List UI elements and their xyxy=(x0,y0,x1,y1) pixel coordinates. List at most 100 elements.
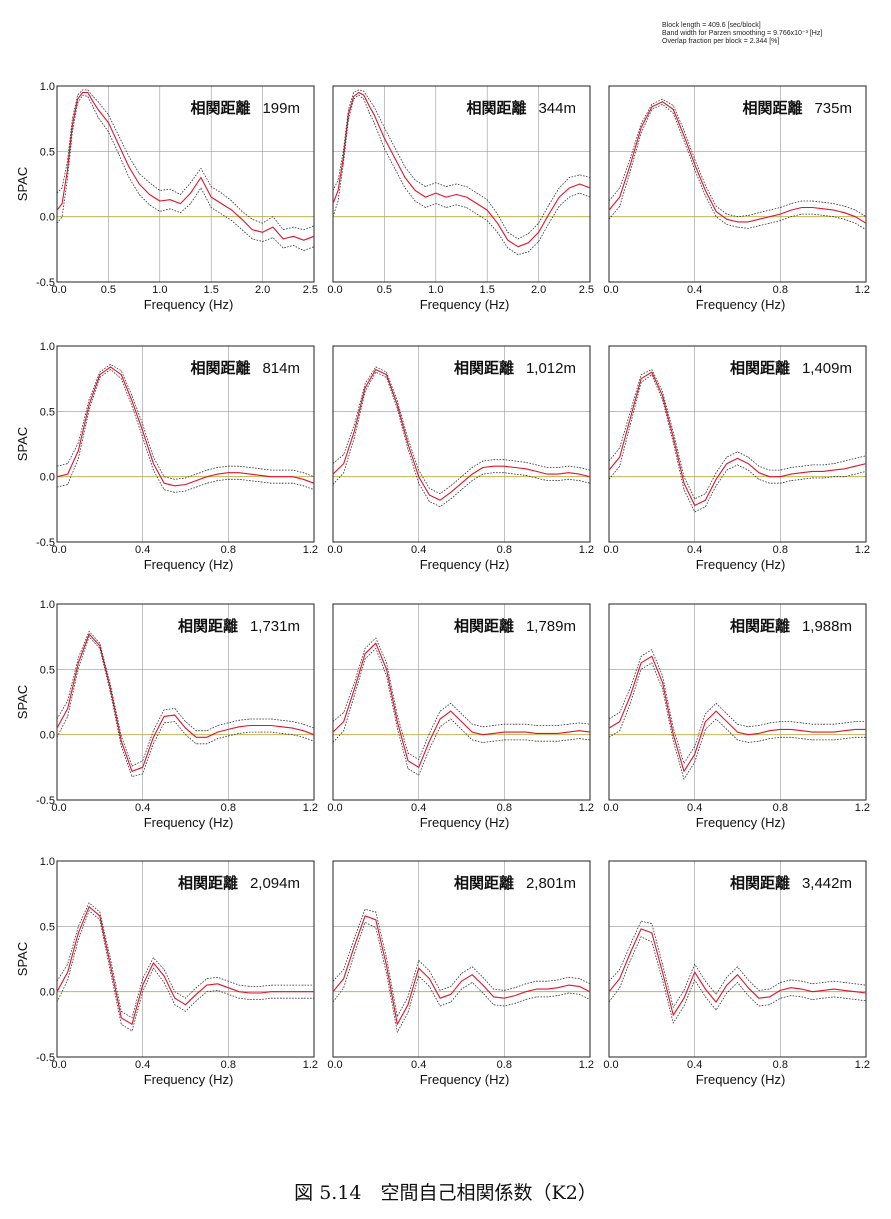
annotation-label: 相関距離 xyxy=(730,617,790,635)
data-point xyxy=(185,477,186,479)
data-point xyxy=(865,736,867,738)
data-point xyxy=(578,467,580,468)
data-point xyxy=(302,485,304,487)
data-point xyxy=(292,984,293,986)
data-point xyxy=(292,482,293,484)
data-point xyxy=(142,984,144,986)
data-point xyxy=(138,183,140,185)
data-point xyxy=(578,978,580,979)
data-point xyxy=(812,739,813,741)
data-point xyxy=(238,984,240,986)
data-point xyxy=(227,735,229,737)
data-point xyxy=(270,469,272,471)
data-point xyxy=(726,463,728,464)
data-point xyxy=(337,200,339,202)
spac-line-lower xyxy=(56,636,315,777)
data-point xyxy=(589,177,591,178)
data-point xyxy=(353,92,354,93)
data-point xyxy=(726,456,728,458)
data-point xyxy=(185,721,186,722)
data-point xyxy=(461,713,462,715)
x-tick-label: 2.0 xyxy=(255,284,270,296)
data-point xyxy=(726,729,728,730)
data-point xyxy=(608,727,610,729)
data-point xyxy=(662,688,663,690)
data-point xyxy=(404,166,406,168)
data-point xyxy=(769,476,770,478)
data-point xyxy=(758,740,760,742)
data-point xyxy=(227,987,229,989)
data-point xyxy=(118,135,120,137)
data-point xyxy=(332,463,334,464)
data-point xyxy=(672,437,674,438)
data-point xyxy=(435,203,437,204)
data-point xyxy=(619,721,621,722)
data-point xyxy=(238,478,240,480)
data-point xyxy=(364,915,366,917)
data-point xyxy=(517,238,519,240)
data-point xyxy=(822,990,824,991)
data-point xyxy=(833,203,835,204)
data-point xyxy=(747,726,749,728)
data-point xyxy=(747,221,749,223)
data-point xyxy=(429,748,430,750)
data-point xyxy=(270,476,272,478)
data-point xyxy=(578,730,580,732)
data-point xyxy=(227,980,229,982)
y-axis-label: SPAC xyxy=(15,167,30,201)
data-point xyxy=(364,653,366,655)
data-point xyxy=(486,199,488,201)
x-tick-label: 0.8 xyxy=(497,802,512,814)
data-point xyxy=(270,731,272,733)
y-tick-label: 0.5 xyxy=(40,146,55,158)
data-point xyxy=(120,746,122,747)
data-point xyxy=(142,773,144,775)
data-point xyxy=(790,979,792,981)
data-point xyxy=(364,387,366,389)
data-point xyxy=(694,971,696,973)
data-point xyxy=(844,990,845,991)
annotation-distance: 1,409m xyxy=(802,360,852,377)
data-point xyxy=(120,370,122,372)
data-point xyxy=(747,995,749,996)
data-point xyxy=(131,1017,133,1019)
data-point xyxy=(99,911,101,913)
data-point xyxy=(120,1010,122,1012)
data-point xyxy=(619,187,621,189)
data-point xyxy=(72,131,73,133)
data-point xyxy=(801,200,803,202)
data-point xyxy=(429,970,430,972)
y-tick-label: 1.0 xyxy=(40,81,55,93)
data-point xyxy=(683,489,685,491)
data-point xyxy=(726,713,728,715)
y-tick-label: 1.0 xyxy=(40,341,55,353)
plot-frame xyxy=(56,860,315,1058)
data-point xyxy=(260,986,261,987)
annotation-distance: 2,801m xyxy=(526,875,576,892)
data-point xyxy=(726,469,728,471)
data-point xyxy=(525,983,527,985)
data-point xyxy=(418,774,420,776)
data-point xyxy=(375,919,377,921)
data-point xyxy=(568,976,569,978)
x-tick-label: 0.0 xyxy=(51,1059,66,1071)
data-point xyxy=(439,493,441,495)
data-point xyxy=(332,991,334,993)
x-axis-label: Frequency (Hz) xyxy=(144,297,234,312)
data-point xyxy=(779,990,781,991)
data-point xyxy=(343,463,345,464)
data-point xyxy=(450,1001,452,1003)
data-point xyxy=(812,200,813,202)
data-point xyxy=(92,96,94,97)
data-point xyxy=(758,212,760,214)
data-point xyxy=(608,736,610,738)
distance-annotation: 相関距離 199m xyxy=(190,99,300,117)
data-point xyxy=(822,208,824,210)
y-tick-label: 0.5 xyxy=(40,664,55,676)
data-point xyxy=(354,937,355,939)
data-point xyxy=(833,739,835,741)
distance-annotation: 相関距離 1,409m xyxy=(730,359,852,377)
data-point xyxy=(445,207,447,208)
data-point xyxy=(758,465,760,467)
data-point xyxy=(801,996,803,998)
